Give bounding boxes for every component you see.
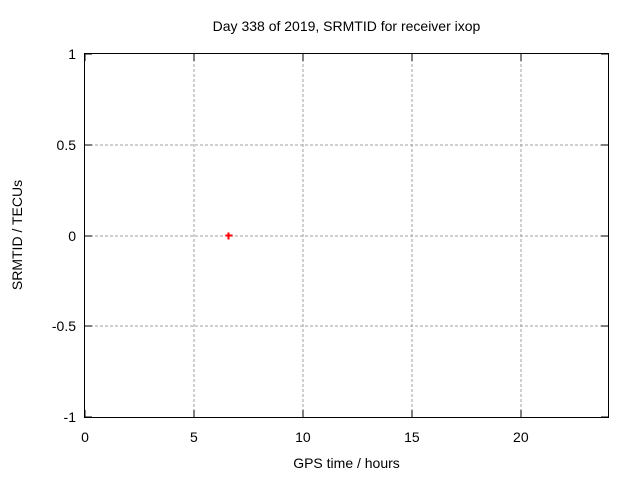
y-tick-mark-right	[601, 416, 608, 418]
y-tick-mark-left	[85, 53, 92, 55]
y-tick-mark-right	[601, 53, 608, 55]
x-tick-label: 5	[190, 429, 198, 445]
y-tick-mark-left	[85, 325, 92, 327]
y-tick-mark-left	[85, 416, 92, 418]
x-tick-label: 15	[404, 429, 420, 445]
y-tick-mark-left	[85, 144, 92, 146]
x-tick-label: 10	[295, 429, 311, 445]
x-tick-mark-bottom	[411, 410, 413, 417]
y-tick-mark-right	[601, 325, 608, 327]
y-tick-mark-right	[601, 144, 608, 146]
y-axis-label: SRMTID / TECUs	[9, 179, 25, 291]
x-tick-mark-bottom	[302, 410, 304, 417]
y-tick-label: 0	[68, 227, 76, 244]
x-tick-mark-top	[411, 54, 413, 61]
chart-title: Day 338 of 2019, SRMTID for receiver ixo…	[212, 18, 481, 34]
plot-area: 0 5 10 15 20 1 0.5 0 -0.5 -1	[52, 47, 609, 444]
gridline-horizontal	[85, 144, 608, 146]
y-tick-mark-left	[85, 235, 92, 236]
data-point-marker	[225, 232, 233, 239]
gridline-horizontal	[85, 235, 608, 236]
x-tick-mark-top	[302, 54, 304, 61]
x-tick-mark-bottom	[520, 410, 522, 417]
x-tick-mark-top	[84, 54, 86, 61]
x-axis-label: GPS time / hours	[293, 455, 400, 471]
x-tick-label: 20	[513, 429, 529, 445]
x-tick-label: 0	[81, 429, 89, 445]
x-tick-mark-bottom	[193, 410, 195, 417]
x-tick-mark-top	[193, 54, 195, 61]
y-tick-label: -0.5	[51, 318, 76, 335]
gridline-horizontal	[85, 325, 608, 327]
x-tick-mark-top	[520, 54, 522, 61]
y-tick-label: 0.5	[56, 136, 76, 153]
x-tick-mark-bottom	[84, 410, 86, 417]
y-tick-label: 1	[68, 46, 76, 62]
y-tick-mark-right	[601, 235, 608, 236]
y-tick-label: -1	[63, 409, 76, 425]
